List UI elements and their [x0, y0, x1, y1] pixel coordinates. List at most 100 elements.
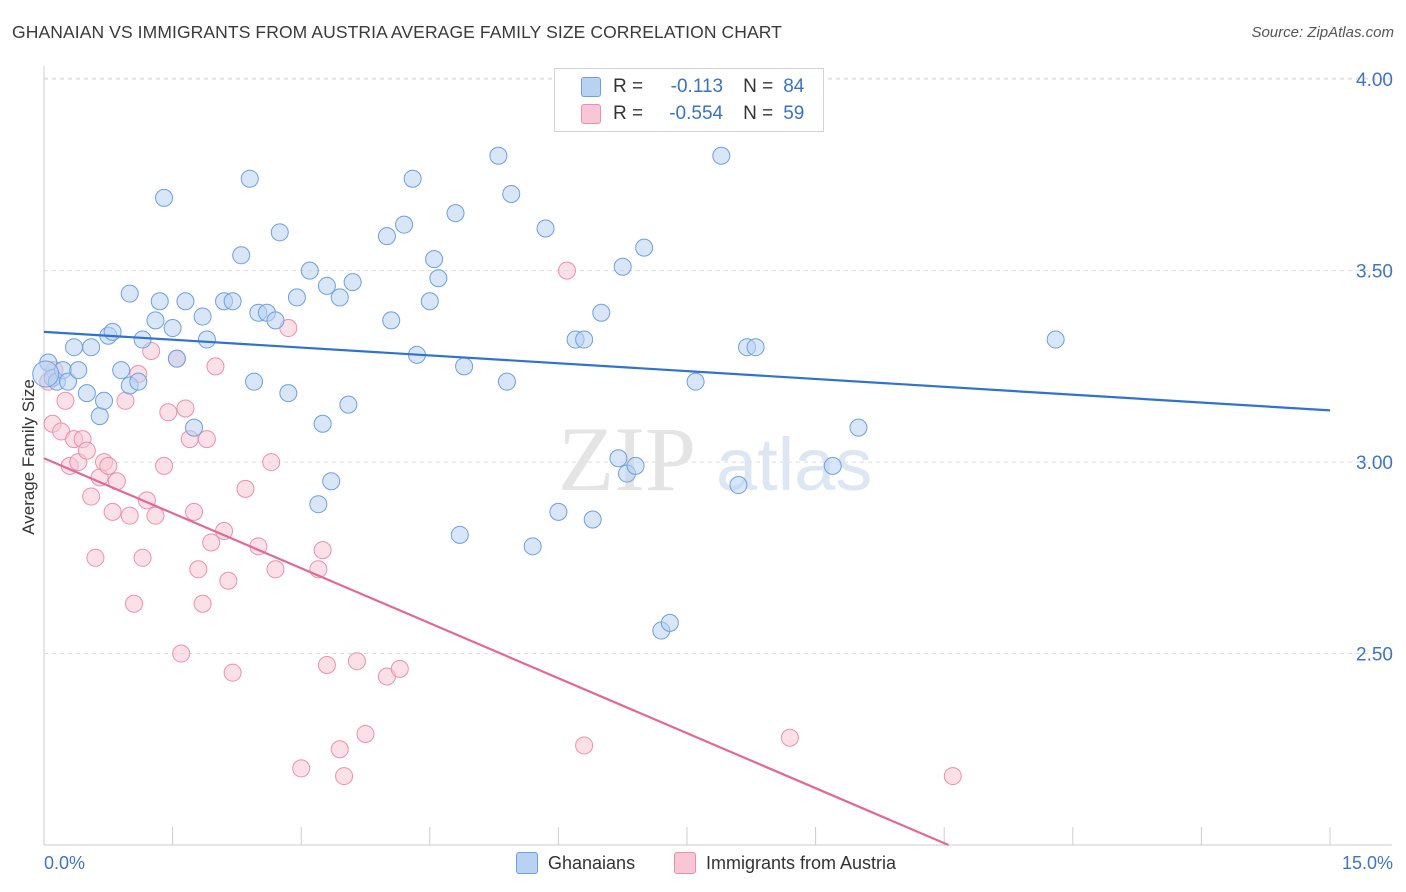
- ghanaian-point: [523, 537, 542, 556]
- ghanaian-point: [163, 319, 182, 338]
- austria-point: [56, 391, 75, 410]
- ghanaian-point: [450, 525, 469, 544]
- ghanaian-point: [613, 257, 632, 276]
- ghanaian-point: [536, 219, 555, 238]
- axes: [43, 66, 1392, 846]
- ghanaian-point: [82, 338, 101, 357]
- ghanaian-point: [120, 284, 139, 303]
- ghanaian-point: [266, 311, 285, 330]
- austria-point: [330, 740, 349, 759]
- ghanaian-point: [167, 349, 186, 368]
- legend-n-value: 59: [783, 103, 805, 124]
- legend-r-label: R =: [613, 103, 644, 124]
- ghanaian-point: [317, 276, 336, 295]
- ghanaian-point: [429, 269, 448, 288]
- austria-point: [347, 652, 366, 671]
- ghanaian-point: [635, 238, 654, 257]
- ghanaian-point: [300, 261, 319, 280]
- ghanaian-point: [626, 456, 645, 475]
- austria-point: [99, 456, 118, 475]
- watermark: ZIP atlas: [558, 408, 872, 510]
- ghanaian-point: [65, 338, 84, 357]
- ghanaian-point: [69, 361, 88, 380]
- legend-row-austria: R = -0.554 N = 59: [581, 102, 804, 126]
- series-legend-austria[interactable]: Immigrants from Austria: [674, 852, 896, 874]
- legend-n-value: 84: [783, 76, 805, 97]
- austria-point: [390, 659, 409, 678]
- ghanaian-point: [382, 311, 401, 330]
- legend-n-label: N =: [743, 103, 774, 124]
- ghanaian-point: [146, 311, 165, 330]
- ghanaian-point: [420, 292, 439, 311]
- tick-labels: 2.50 3.00 3.50 4.00 0.0% 15.0%: [44, 70, 1393, 873]
- ghanaian-point: [176, 292, 195, 311]
- austria-point: [197, 430, 216, 449]
- ghanaian-point: [197, 330, 216, 349]
- ghanaian-point: [403, 169, 422, 188]
- ghanaian-point: [1046, 330, 1065, 349]
- ghanaian-point: [446, 204, 465, 223]
- ghanaian-point: [223, 292, 242, 311]
- austria-point: [103, 502, 122, 521]
- ghanaian-point: [133, 330, 152, 349]
- austria-point: [262, 453, 281, 472]
- y-axis-label: Average Family Size: [19, 379, 38, 535]
- austria-point: [266, 560, 285, 579]
- series-swatch-blue: [516, 852, 538, 874]
- ghanaian-point: [185, 418, 204, 437]
- series-swatch-pink: [674, 852, 696, 874]
- ghanaian-point: [90, 407, 109, 426]
- ghanaian-point: [150, 292, 169, 311]
- ghanaian-point: [59, 372, 78, 391]
- ghanaian-point: [729, 476, 748, 495]
- series-label-austria: Immigrants from Austria: [706, 852, 897, 873]
- austria-point: [575, 736, 594, 755]
- legend-r-label: R =: [613, 76, 644, 97]
- austria-point: [86, 548, 105, 567]
- austria-point: [159, 403, 178, 422]
- ghanaian-point: [129, 372, 148, 391]
- ghanaian-point: [592, 303, 611, 322]
- ghanaian-point: [103, 322, 122, 341]
- austria-point: [236, 479, 255, 498]
- ghanaian-point: [339, 395, 358, 414]
- ghanaian-point: [686, 372, 705, 391]
- austria-point: [317, 656, 336, 675]
- ghanaian-trend-line: [43, 330, 1331, 412]
- austria-point: [557, 261, 576, 280]
- x-tick-label-min: 0.0%: [44, 853, 85, 873]
- austria-point: [125, 594, 144, 613]
- ghanaian-point: [32, 360, 60, 388]
- correlation-legend: R = -0.113 N = 84 R = -0.554 N = 59: [554, 68, 824, 132]
- series-label-ghanaians: Ghanaians: [548, 852, 636, 873]
- grid-lines: [44, 77, 1392, 655]
- austria-point: [780, 728, 799, 747]
- austria-point: [206, 357, 225, 376]
- ghanaian-point: [377, 227, 396, 246]
- austria-point: [943, 767, 962, 786]
- ghanaian-point: [270, 223, 289, 242]
- austria-point: [82, 487, 101, 506]
- austria-point: [356, 724, 375, 743]
- ghanaian-point: [232, 246, 251, 265]
- ghanaian-point: [240, 169, 259, 188]
- austria-trend-line: [43, 457, 949, 847]
- ghanaian-point: [497, 372, 516, 391]
- ghanaian-point: [712, 146, 731, 165]
- ghanaian-point: [155, 188, 174, 207]
- austria-point: [133, 548, 152, 567]
- ghanaian-point: [455, 357, 474, 376]
- y-tick-label: 4.00: [1356, 70, 1393, 91]
- austria-point: [292, 759, 311, 778]
- austria-point: [219, 571, 238, 590]
- austria-point: [77, 441, 96, 460]
- ghanaian-point: [575, 330, 594, 349]
- ghanaian-point: [425, 250, 444, 269]
- ghanaian-point: [330, 288, 349, 307]
- legend-r-value: -0.554: [669, 103, 724, 124]
- ghanaian-point: [313, 414, 332, 433]
- austria-point: [120, 506, 139, 525]
- legend-row-ghanaians: R = -0.113 N = 84: [581, 75, 804, 99]
- series-legend-ghanaians[interactable]: Ghanaians: [516, 852, 635, 874]
- austria-point: [202, 533, 221, 552]
